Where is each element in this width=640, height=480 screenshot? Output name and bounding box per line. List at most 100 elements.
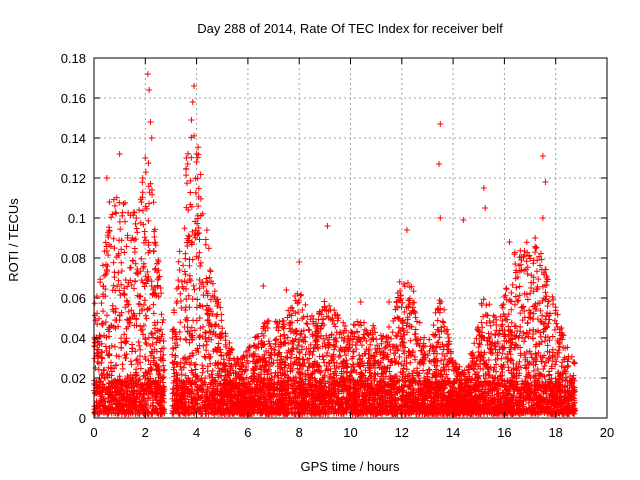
- data-point: [194, 154, 201, 161]
- data-point: [498, 323, 505, 330]
- data-point: [273, 336, 280, 343]
- data-point: [98, 320, 105, 327]
- data-point: [186, 256, 193, 263]
- data-point: [430, 322, 437, 329]
- data-point: [209, 367, 216, 374]
- data-point: [321, 298, 328, 305]
- data-point: [140, 322, 147, 329]
- data-point: [135, 338, 142, 345]
- data-point: [182, 271, 189, 278]
- data-point: [186, 272, 193, 279]
- data-point: [434, 317, 441, 324]
- data-point: [524, 320, 531, 327]
- data-point: [541, 338, 548, 345]
- data-point: [320, 316, 327, 323]
- data-point: [118, 344, 125, 351]
- data-point: [404, 329, 411, 336]
- data-point: [121, 249, 128, 256]
- data-point: [202, 241, 209, 248]
- data-point: [188, 203, 195, 210]
- data-point: [148, 330, 155, 337]
- data-point: [111, 274, 118, 281]
- data-point: [177, 297, 184, 304]
- data-point: [99, 262, 106, 269]
- data-point: [439, 318, 446, 325]
- data-point: [157, 284, 164, 291]
- data-point: [337, 352, 344, 359]
- data-point: [292, 297, 299, 304]
- data-point: [421, 351, 428, 358]
- data-point: [137, 323, 144, 330]
- data-point: [182, 307, 189, 314]
- data-point: [117, 226, 124, 233]
- data-point: [396, 353, 403, 360]
- data-point: [131, 285, 138, 292]
- data-point: [190, 282, 197, 289]
- data-point: [128, 361, 135, 368]
- data-point: [389, 329, 396, 336]
- data-point: [192, 366, 199, 373]
- data-point: [182, 250, 189, 257]
- data-point: [172, 354, 179, 361]
- data-point: [106, 352, 113, 359]
- data-point: [549, 293, 556, 300]
- data-point: [121, 199, 128, 206]
- data-point: [487, 322, 494, 329]
- data-point: [498, 355, 505, 362]
- data-point: [139, 207, 146, 214]
- data-point: [126, 264, 133, 271]
- data-point: [180, 262, 187, 269]
- data-point: [561, 367, 568, 374]
- data-point: [178, 278, 185, 285]
- data-point: [532, 249, 539, 256]
- data-point: [532, 245, 539, 252]
- data-point: [182, 304, 189, 311]
- data-point: [499, 321, 506, 328]
- data-point: [343, 368, 350, 375]
- data-point: [141, 228, 148, 235]
- data-point: [351, 333, 358, 340]
- data-point: [253, 333, 260, 340]
- data-point: [500, 301, 507, 308]
- data-point: [286, 325, 293, 332]
- data-point: [142, 312, 149, 319]
- data-point: [177, 335, 184, 342]
- data-point: [473, 335, 480, 342]
- data-point: [188, 134, 195, 141]
- data-point: [398, 304, 405, 311]
- data-point: [196, 236, 203, 243]
- data-point: [110, 282, 117, 289]
- data-point: [444, 331, 451, 338]
- data-point: [372, 371, 379, 378]
- data-point: [121, 290, 128, 297]
- data-point: [479, 324, 486, 331]
- data-point: [542, 289, 549, 296]
- data-point: [335, 353, 342, 360]
- data-point: [122, 339, 129, 346]
- data-point: [118, 339, 125, 346]
- data-point: [490, 312, 497, 319]
- data-point: [218, 317, 225, 324]
- data-point: [416, 319, 423, 326]
- data-point: [374, 342, 381, 349]
- data-point: [493, 361, 500, 368]
- data-point: [544, 342, 551, 349]
- data-point: [105, 252, 112, 259]
- data-point: [183, 165, 190, 172]
- data-point: [500, 345, 507, 352]
- data-point: [132, 260, 139, 267]
- data-point: [195, 144, 202, 151]
- data-point: [110, 259, 117, 266]
- data-point: [196, 285, 203, 292]
- data-point: [150, 199, 157, 206]
- data-point: [299, 315, 306, 322]
- data-point: [523, 239, 530, 246]
- data-point: [97, 276, 104, 283]
- data-point: [143, 339, 150, 346]
- data-point: [525, 333, 532, 340]
- data-point: [204, 302, 211, 309]
- data-point: [151, 233, 158, 240]
- data-point: [350, 321, 357, 328]
- data-point: [104, 263, 111, 270]
- data-point: [199, 323, 206, 330]
